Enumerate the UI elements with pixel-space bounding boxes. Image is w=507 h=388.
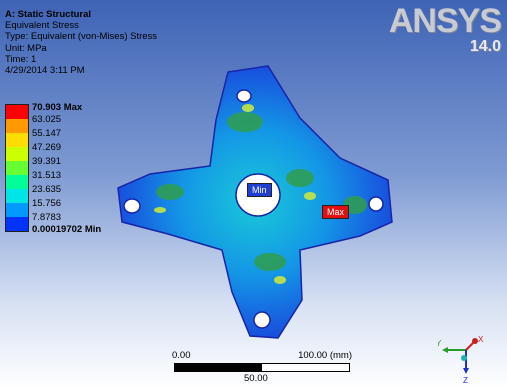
logo-version: 14.0	[469, 38, 501, 55]
legend-swatch-4	[6, 147, 28, 161]
result-name: Equivalent Stress	[5, 20, 79, 32]
legend-swatch-1	[6, 105, 28, 119]
analysis-title: A: Static Structural	[5, 9, 92, 20]
legend-swatch-3	[6, 133, 28, 147]
axis-x-label: X	[478, 335, 484, 344]
legend-level-2: 55.147	[32, 128, 62, 139]
legend-swatch-9	[6, 217, 28, 231]
result-time: Time: 1	[5, 53, 37, 65]
min-probe-label[interactable]: Min	[247, 183, 272, 197]
legend-level-6: 23.635	[32, 184, 62, 195]
scale-right-label: 100.00 (mm)	[298, 350, 352, 361]
legend-color-bar	[5, 104, 29, 232]
result-date: 4/29/2014 3:11 PM	[5, 65, 85, 77]
legend-level-5: 31.513	[32, 170, 62, 181]
result-type: Type: Equivalent (von-Mises) Stress	[5, 31, 158, 43]
bracket-part	[117, 65, 393, 339]
legend-swatch-6	[6, 175, 28, 189]
legend-min-label: 0.00019702 Min	[32, 224, 102, 235]
legend-level-4: 39.391	[32, 156, 62, 167]
legend-max-label: 70.903 Max	[32, 102, 83, 113]
result-unit: Unit: MPa	[5, 42, 47, 54]
legend-level-8: 7.8783	[32, 212, 62, 223]
max-probe-label[interactable]: Max	[322, 205, 350, 219]
legend-swatch-8	[6, 203, 28, 217]
legend-swatch-7	[6, 189, 28, 203]
scale-bar	[174, 363, 350, 372]
scale-bar-fill	[175, 364, 262, 371]
scale-mid-label: 50.00	[244, 373, 268, 384]
result-info-panel: A: Static Structural Equivalent Stress T…	[5, 9, 157, 76]
axis-z-label: Z	[463, 376, 468, 384]
legend-level-7: 15.756	[32, 198, 62, 209]
legend-swatch-2	[6, 119, 28, 133]
ansys-logo: ANSYS 14.0	[388, 2, 502, 56]
legend-swatch-5	[6, 161, 28, 175]
scale-left-label: 0.00	[172, 350, 191, 361]
legend-level-1: 63.025	[32, 114, 62, 125]
coordinate-triad[interactable]: Y X Z	[438, 332, 498, 384]
logo-brand: ANSYS	[388, 2, 502, 40]
axis-y-label: Y	[438, 339, 442, 348]
legend-level-3: 47.269	[32, 142, 62, 153]
